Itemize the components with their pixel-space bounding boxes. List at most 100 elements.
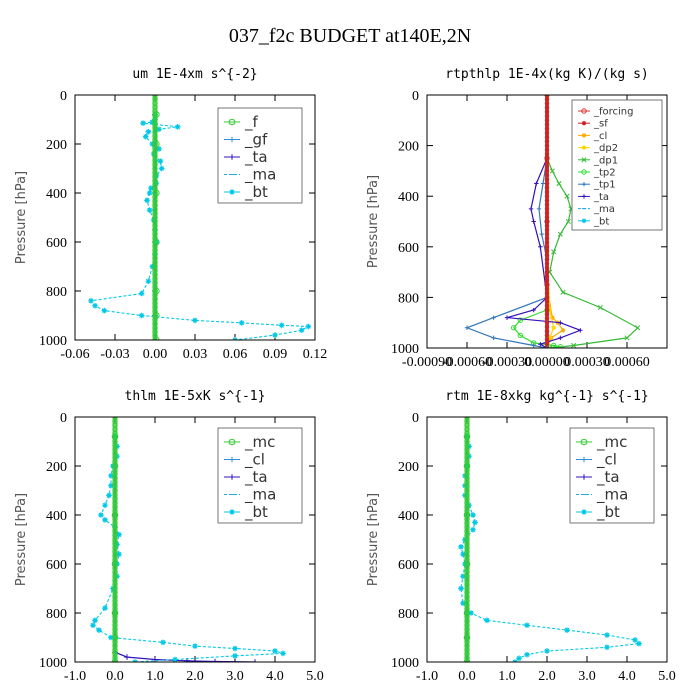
- x-tick-label: -0.00060: [442, 355, 492, 370]
- data-point-ta: [534, 181, 539, 186]
- data-point-bt: [106, 492, 112, 499]
- legend-label: _tp2: [593, 168, 616, 179]
- legend-label: _ta: [596, 468, 620, 487]
- data-point-tp1: [531, 343, 536, 348]
- data-point-bt: [460, 573, 466, 580]
- x-tick-label: -1.0: [64, 669, 86, 684]
- y-tick-label: 600: [46, 558, 67, 573]
- data-point-dp1: [557, 231, 563, 237]
- legend-marker: [581, 182, 587, 187]
- legend-label: _forcing: [593, 107, 634, 118]
- zero-profile-marker: [152, 333, 158, 339]
- y-axis-label: Pressure [hPa]: [366, 493, 381, 586]
- y-tick-label: 600: [398, 241, 419, 256]
- legend-box: [571, 99, 663, 231]
- zero-profile-marker: [544, 286, 550, 292]
- data-point-bt: [470, 526, 476, 533]
- legend-label: _ma: [596, 486, 628, 505]
- data-point-bt: [92, 302, 98, 309]
- zero-profile-marker: [544, 227, 550, 233]
- y-tick-label: 1000: [39, 334, 67, 349]
- chart-panel-3: thlm 1E-5xK s^{-1} Pressure [hPa] 0 200 400 6…: [14, 389, 324, 684]
- data-point-bt: [148, 185, 154, 191]
- data-point-bt: [138, 290, 145, 297]
- series-line-tp2: [512, 95, 561, 348]
- data-point-bt: [470, 512, 476, 518]
- data-point-bt: [156, 126, 162, 133]
- zero-profile-marker: [544, 172, 550, 178]
- legend-marker: [581, 108, 587, 114]
- x-tick-label: 0.00: [143, 347, 168, 362]
- x-tick-label: -0.00090: [402, 355, 452, 370]
- data-point-dp1: [549, 168, 555, 174]
- x-tick-label: 1.0: [146, 669, 164, 684]
- zero-profile-marker: [544, 219, 550, 224]
- data-point-bt: [238, 320, 245, 326]
- data-point-bt: [158, 165, 165, 172]
- y-tick-label: 600: [398, 558, 419, 573]
- figure-title: 037_f2c BUDGET at140E,2N: [229, 25, 471, 47]
- x-tick-label: 3.0: [226, 669, 244, 684]
- plot-area: [464, 95, 641, 348]
- data-point-dp2: [551, 325, 556, 330]
- data-point-bt: [192, 317, 198, 324]
- chart-panel-4: rtm 1E-8xkg kg^{-1} s^{-1} Pressure [hPa]…: [366, 389, 676, 684]
- legend-label: _cl: [593, 131, 607, 142]
- x-tick-label: 0.12: [303, 347, 328, 362]
- data-point-ta: [538, 342, 543, 347]
- legend-label: _cl: [596, 451, 617, 470]
- data-point-bt: [272, 332, 278, 338]
- data-point-tp1: [536, 206, 542, 212]
- x-tick-label: 0.09: [263, 347, 288, 362]
- data-point-bt: [468, 610, 474, 616]
- x-tick-label: 0.0: [106, 669, 124, 684]
- zero-profile-marker: [544, 341, 550, 346]
- legend-label: _ma: [244, 166, 276, 185]
- legend-marker: [581, 133, 587, 138]
- x-tick-label: -1.0: [416, 669, 438, 684]
- data-point-bt: [96, 627, 102, 633]
- data-point-cl: [550, 315, 555, 320]
- zero-profile-marker: [544, 143, 550, 148]
- legend-marker: [228, 438, 236, 446]
- data-point-bt: [90, 622, 96, 629]
- data-point-ta: [558, 335, 563, 341]
- legend-marker: [581, 121, 587, 126]
- zero-profile-marker: [544, 320, 550, 325]
- data-point-bt: [102, 502, 108, 508]
- data-point-ta: [558, 320, 563, 325]
- y-tick-label: 200: [46, 138, 67, 153]
- data-point-tp2: [517, 317, 524, 323]
- data-point-bt: [172, 656, 178, 662]
- zero-profile-marker: [544, 278, 550, 283]
- zero-profile-marker: [544, 265, 550, 271]
- data-point-tp1: [540, 181, 546, 186]
- data-point-tp1: [539, 231, 544, 237]
- legend-marker: [581, 157, 587, 163]
- data-point-bt: [144, 197, 150, 204]
- data-point-bt: [108, 482, 114, 489]
- data-point-bt: [140, 120, 146, 126]
- legend-marker: [581, 218, 587, 223]
- legend-label: _bt: [596, 503, 620, 522]
- legend-label: _ta: [244, 468, 268, 487]
- legend-label: _ma: [593, 204, 615, 215]
- data-point-dp1: [597, 304, 603, 311]
- y-tick-label: 800: [46, 285, 67, 300]
- zero-profile-marker: [544, 126, 550, 131]
- data-point-bt: [604, 632, 610, 638]
- data-point-bt: [146, 190, 153, 196]
- zero-profile-marker: [544, 210, 550, 216]
- legend-label: _mc: [244, 433, 275, 452]
- data-point-dp1: [556, 180, 562, 187]
- x-tick-label: 5.0: [306, 669, 324, 684]
- zero-profile-marker: [544, 269, 550, 275]
- legend-marker: [581, 474, 587, 480]
- data-point-dp1: [549, 345, 555, 348]
- data-point-bt: [108, 473, 114, 479]
- legend: _mc_cl_ta_ma_bt: [569, 427, 655, 524]
- legend-label: _dp2: [593, 143, 618, 154]
- zero-profile-marker: [544, 164, 550, 169]
- data-point-tp2: [517, 332, 524, 339]
